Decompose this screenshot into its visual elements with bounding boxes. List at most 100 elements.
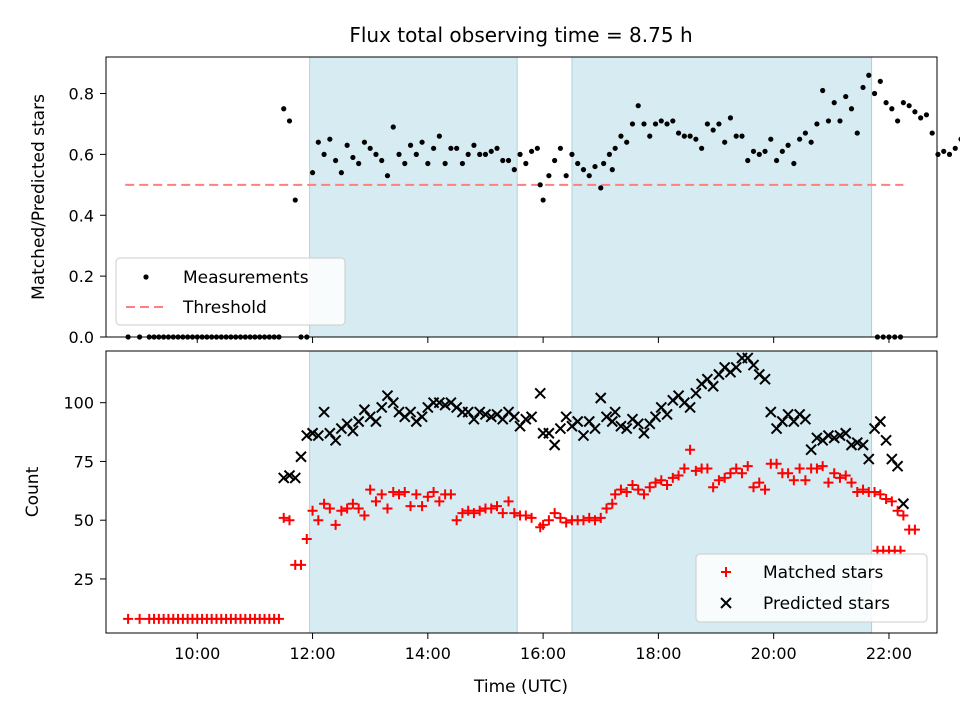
matched-star-point <box>543 515 554 526</box>
matched-star-point <box>644 482 655 493</box>
measurement-point <box>402 160 408 167</box>
matched-star-point <box>627 479 638 490</box>
matched-star-point <box>474 505 485 516</box>
predicted-star-point <box>283 469 296 482</box>
measurement-point <box>517 151 523 157</box>
measurement-point <box>739 133 745 139</box>
predicted-star-point <box>534 387 546 400</box>
measurement-point <box>361 139 368 145</box>
measurement-point <box>286 118 293 124</box>
matched-star-point <box>319 498 330 509</box>
measurement-point <box>750 148 757 154</box>
measurement-point <box>843 93 849 100</box>
matched-star-point <box>399 487 410 497</box>
measurement-point <box>895 118 901 124</box>
measurement-point <box>309 170 316 176</box>
measurement-point <box>609 167 615 173</box>
matched-star-point <box>561 517 572 528</box>
measurement-point <box>727 115 734 121</box>
measurement-point <box>390 124 396 130</box>
measurement-point <box>906 103 912 109</box>
predicted-star-point <box>799 413 812 425</box>
predicted-star-point <box>560 411 572 423</box>
measurement-point <box>877 78 883 84</box>
measurement-point <box>396 151 402 157</box>
measurement-point <box>854 130 860 136</box>
predicted-star-point <box>747 359 760 371</box>
matched-star-point <box>434 496 445 507</box>
bottom-legend: Matched stars Predicted stars <box>695 553 928 623</box>
measurement-point <box>379 157 385 164</box>
measurement-point <box>883 100 889 106</box>
matched-star-point <box>656 475 667 486</box>
measurement-point <box>946 151 953 157</box>
measurement-point <box>675 130 682 136</box>
bottom-y-tick-label: 75 <box>74 452 94 471</box>
matched-star-point <box>615 484 626 495</box>
x-tick-label: 10:00 <box>174 644 220 663</box>
measurement-point <box>629 121 636 127</box>
predicted-star-point <box>851 436 863 449</box>
measurement-point <box>413 151 419 157</box>
measurement-point <box>569 151 575 157</box>
matched-star-point <box>719 472 730 483</box>
predicted-star-point <box>577 429 590 442</box>
predicted-star-point <box>312 429 325 442</box>
predicted-star-point <box>387 396 399 409</box>
top-y-tick-label: 0.2 <box>69 267 94 286</box>
predicted-star-point <box>690 387 702 400</box>
measurement-point <box>552 157 558 164</box>
measurement-point <box>471 142 477 148</box>
measurement-point <box>814 121 820 127</box>
predicted-star-point <box>554 422 567 435</box>
measurement-point <box>871 90 878 97</box>
measurement-point <box>624 139 630 145</box>
predicted-star-point <box>609 406 621 418</box>
measurement-point <box>952 145 958 151</box>
matched-star-point <box>411 489 422 500</box>
matched-star-point <box>621 487 632 497</box>
predicted-star-point <box>759 373 771 385</box>
predicted-star-point <box>638 427 650 439</box>
measurement-point <box>477 151 483 157</box>
matched-star-point <box>405 501 416 512</box>
shaded-interval <box>571 56 873 338</box>
measurement-point <box>315 139 321 145</box>
x-tick-label: 16:00 <box>520 644 566 663</box>
measurement-point <box>618 133 624 139</box>
measurement-point <box>344 142 350 148</box>
matched-star-point <box>595 512 606 523</box>
matched-star-point <box>650 477 661 488</box>
matched-star-point <box>353 503 364 514</box>
top-y-tick-label: 0.6 <box>69 145 94 164</box>
matched-star-point <box>754 477 765 488</box>
measurement-point <box>687 133 693 139</box>
matched-star-point <box>324 503 335 514</box>
matched-star-point <box>273 613 284 624</box>
matched-star-point <box>607 498 618 509</box>
measurement-point <box>664 121 670 127</box>
predicted-star-point <box>620 422 633 435</box>
measurement-point <box>563 173 569 179</box>
matched-star-point <box>463 505 474 516</box>
measurement-point <box>733 133 739 139</box>
measurement-point <box>592 163 598 170</box>
predicted-star-point <box>525 411 538 423</box>
matched-star-point <box>336 505 347 516</box>
matched-star-point <box>457 508 468 519</box>
measurement-point <box>716 121 722 127</box>
matched-star-point <box>794 463 805 474</box>
measurement-point <box>356 160 362 167</box>
matched-star-point <box>578 515 589 526</box>
predicted-star-point <box>845 439 858 451</box>
matched-star-point <box>382 503 393 514</box>
measurement-point <box>681 133 687 139</box>
predicted-star-point <box>485 411 497 423</box>
matched-star-point <box>445 489 456 500</box>
measurement-point <box>575 160 581 167</box>
matched-star-point <box>347 498 358 509</box>
predicted-star-point <box>520 413 532 425</box>
predicted-star-point <box>840 427 852 439</box>
legend-label-matched: Matched stars <box>763 563 883 583</box>
x-tick-label: 18:00 <box>635 644 681 663</box>
